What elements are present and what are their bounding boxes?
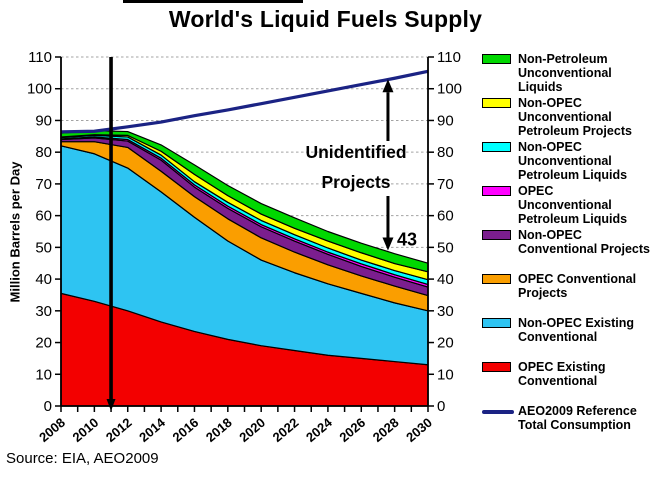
y-tick-label-right: 20	[437, 335, 454, 352]
x-tick-label: 2028	[370, 415, 402, 445]
legend-label: OPEC Existing Conventional	[518, 360, 606, 388]
legend-label: Non-OPEC Unconventional Petroleum Projec…	[518, 96, 632, 138]
legend-color-swatch	[482, 230, 511, 240]
vertical-marker-arrowhead	[106, 399, 116, 411]
x-tick-label: 2012	[103, 415, 135, 445]
legend-label: Non-Petroleum Unconventional Liquids	[518, 52, 612, 94]
y-tick-label-right: 10	[437, 366, 454, 383]
y-tick-label-right: 0	[437, 398, 445, 415]
legend-label: Non-OPEC Existing Conventional	[518, 316, 634, 344]
x-tick-label: 2024	[303, 414, 335, 445]
y-tick-label-right: 70	[437, 176, 454, 193]
legend-item: Non-OPEC Unconventional Petroleum Projec…	[482, 96, 650, 140]
gap-value-label: 43	[397, 230, 417, 250]
gap-arrow-head-up	[382, 79, 394, 93]
y-tick-label-right: 60	[437, 208, 454, 225]
x-tick-label: 2016	[170, 415, 202, 445]
legend-item: Non-OPEC Conventional Projects	[482, 228, 650, 272]
legend-item: Non-Petroleum Unconventional Liquids	[482, 52, 650, 96]
legend-item: Non-OPEC Existing Conventional	[482, 316, 650, 360]
x-tick-label: 2008	[36, 415, 68, 445]
y-tick-label-left: 0	[44, 398, 52, 415]
unidentified-projects-label-line2: Projects	[321, 172, 390, 192]
y-tick-label-left: 110	[28, 49, 52, 66]
y-tick-label-left: 90	[35, 112, 52, 129]
y-tick-label-right: 80	[437, 144, 454, 161]
legend-label: Non-OPEC Conventional Projects	[518, 228, 650, 256]
x-tick-label: 2018	[203, 415, 235, 445]
y-tick-label-left: 10	[35, 366, 52, 383]
legend-item: Non-OPEC Unconventional Petroleum Liquid…	[482, 140, 650, 184]
y-tick-label-left: 70	[35, 176, 52, 193]
legend-label: OPEC Conventional Projects	[518, 272, 637, 300]
source-text: Source: EIA, AEO2009	[6, 450, 159, 467]
y-tick-label-right: 110	[437, 49, 461, 66]
legend-color-swatch	[482, 362, 511, 372]
legend-color-swatch	[482, 186, 511, 196]
legend-label: OPEC Unconventional Petroleum Liquids	[518, 184, 628, 226]
chart-title: World's Liquid Fuels Supply	[168, 6, 483, 32]
x-tick-label: 2030	[403, 415, 435, 445]
legend-item: OPEC Conventional Projects	[482, 272, 650, 316]
legend-color-swatch	[482, 274, 511, 284]
y-tick-label-left: 50	[35, 239, 52, 256]
legend-item: OPEC Unconventional Petroleum Liquids	[482, 184, 650, 228]
y-tick-label-left: 30	[35, 303, 52, 320]
legend-line-swatch	[482, 410, 514, 414]
x-tick-label: 2014	[136, 414, 168, 445]
x-tick-label: 2022	[270, 415, 302, 445]
legend-item: OPEC Existing Conventional	[482, 360, 650, 404]
legend-color-swatch	[482, 142, 511, 152]
y-tick-label-left: 100	[27, 81, 52, 98]
y-tick-label-right: 100	[437, 81, 462, 98]
x-tick-label: 2020	[236, 415, 268, 445]
legend: Non-Petroleum Unconventional Liquids Non-…	[482, 52, 650, 448]
legend-label: AEO2009 Reference Total Consumption	[518, 404, 637, 432]
unidentified-projects-label-line1: Unidentified	[305, 142, 406, 162]
y-tick-label-right: 50	[437, 239, 454, 256]
y-tick-label-right: 90	[437, 112, 454, 129]
y-tick-label-left: 20	[35, 335, 52, 352]
legend-item: AEO2009 Reference Total Consumption	[482, 404, 650, 448]
x-tick-label: 2010	[69, 415, 101, 445]
y-tick-label-left: 40	[35, 271, 52, 288]
legend-color-swatch	[482, 318, 511, 328]
y-tick-label-right: 40	[437, 271, 454, 288]
x-tick-label: 2026	[336, 415, 368, 445]
gap-arrow-head-down	[382, 237, 394, 251]
legend-color-swatch	[482, 54, 511, 64]
y-tick-label-left: 60	[35, 208, 52, 225]
consumption-line	[60, 69, 429, 134]
legend-color-swatch	[482, 98, 511, 108]
y-tick-label-left: 80	[35, 144, 52, 161]
y-tick-label-right: 30	[437, 303, 454, 320]
legend-label: Non-OPEC Unconventional Petroleum Liquid…	[518, 140, 628, 182]
top-edge-border	[123, 0, 303, 3]
